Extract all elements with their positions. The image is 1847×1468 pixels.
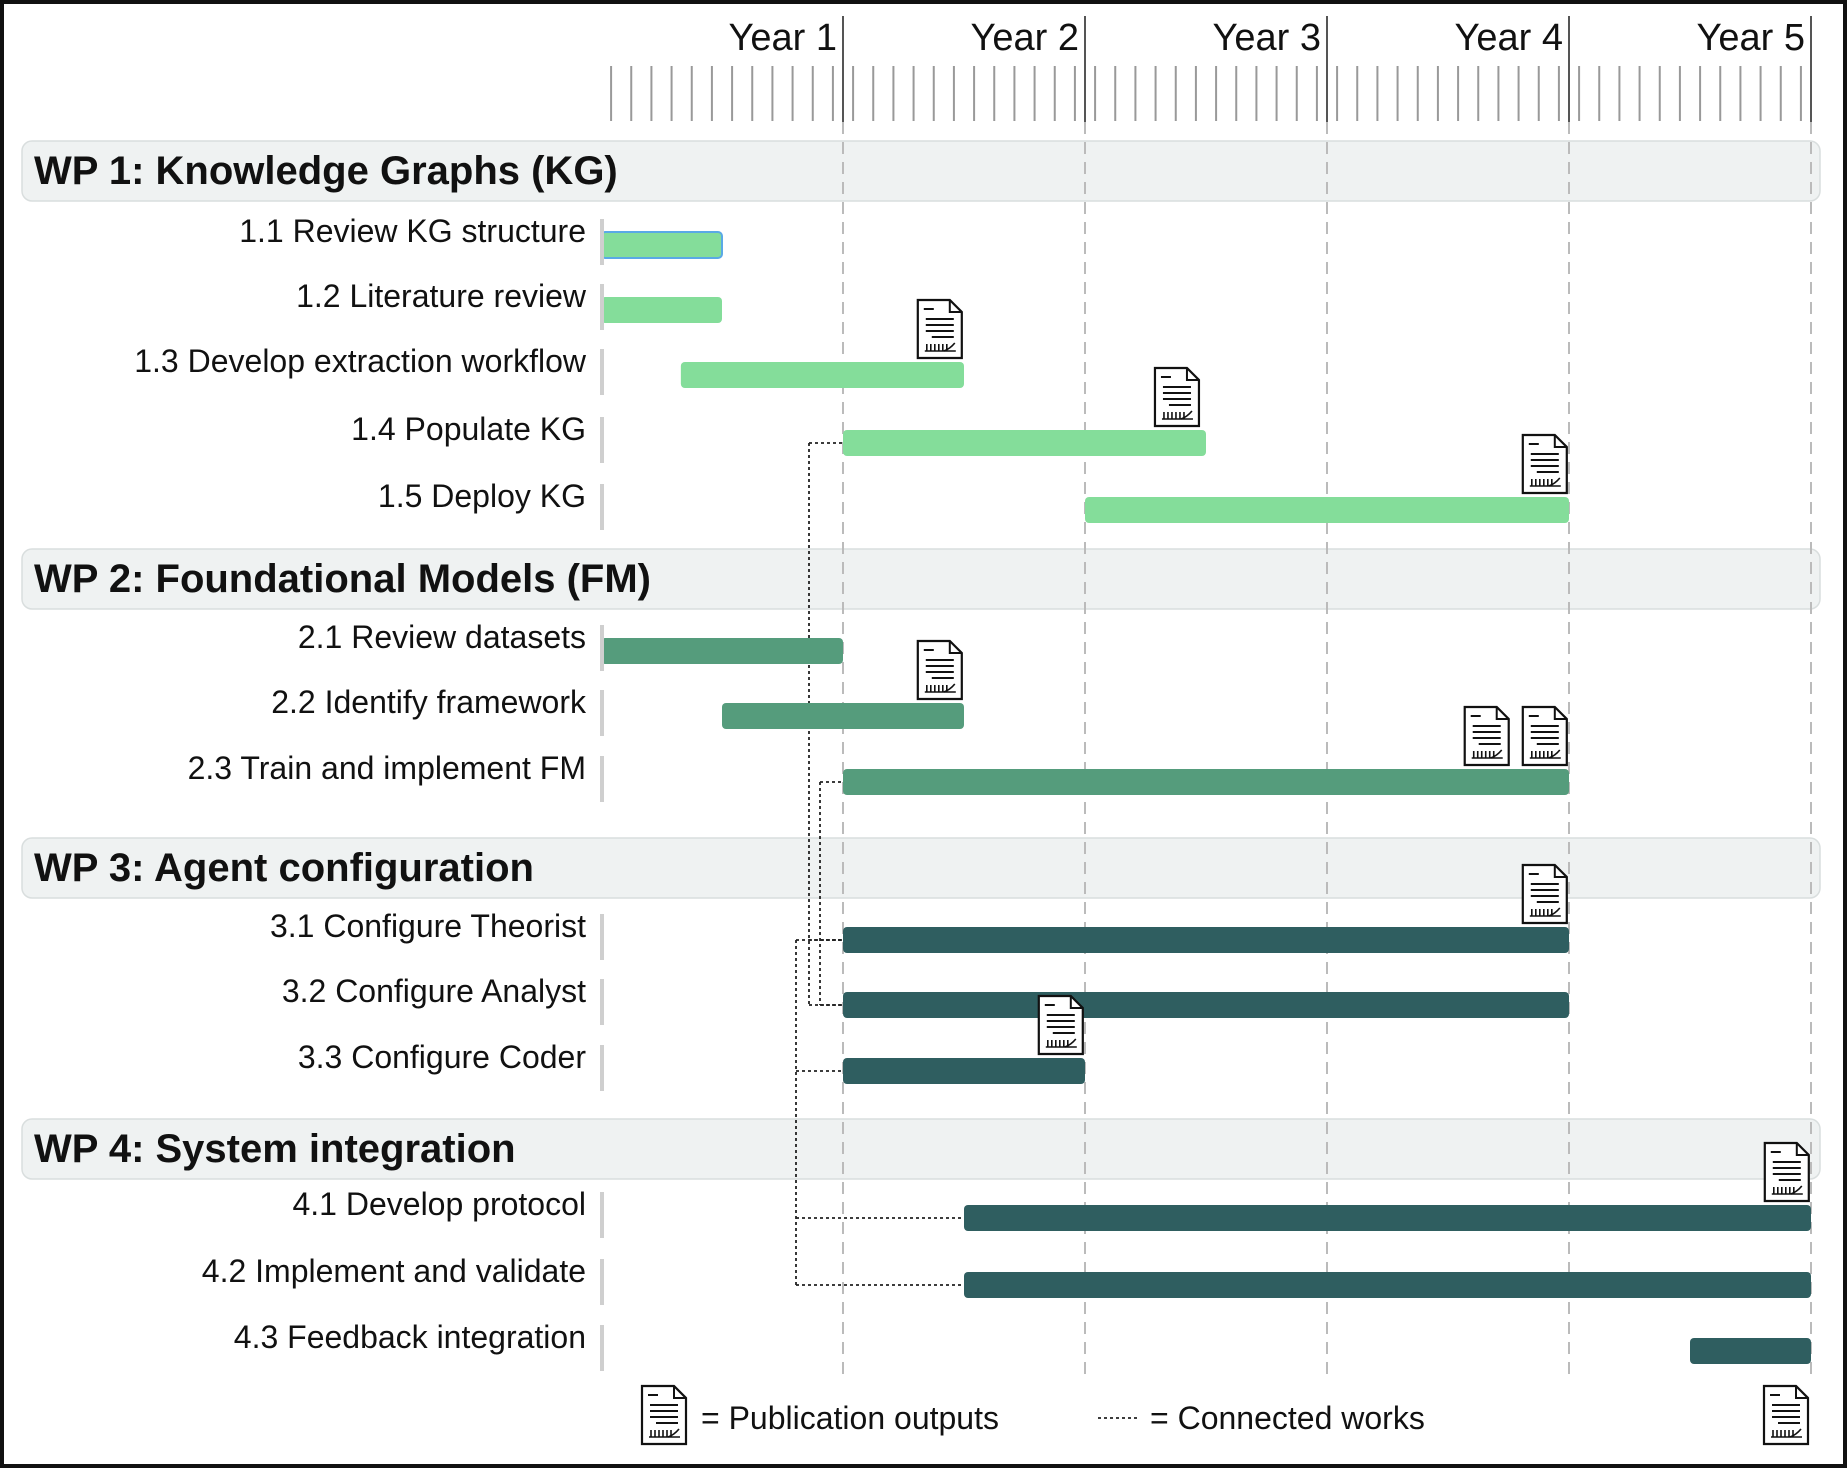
task-bars [600,231,1811,1364]
task-bar [1690,1338,1811,1364]
task-label-divider [600,349,604,395]
task-bar [843,992,1569,1018]
year-label: Year 2 [971,17,1079,59]
task-label-divider [600,1325,604,1371]
task-bar [964,1205,1811,1231]
wp-band [21,837,1821,899]
wp-band [21,140,1821,202]
task-label: 4.2 Implement and validate [202,1253,586,1289]
publication-icon [1521,705,1568,767]
task-label: 1.1 Review KG structure [239,213,586,249]
legend-connected-label: = Connected works [1150,1400,1425,1436]
task-bar [964,1272,1811,1298]
task-bar [722,703,964,729]
task-label: 2.3 Train and implement FM [188,750,586,786]
task-bar [680,362,964,388]
task-label: 1.2 Literature review [296,278,587,314]
publication-markers [916,298,1810,1203]
task-label-divider [600,1045,604,1091]
publication-icon [1037,994,1084,1056]
wp-band [21,548,1821,610]
task-bar [601,638,843,664]
legend-publication-icon [640,1384,688,1446]
task-label-divider [600,1259,604,1305]
task-label: 3.1 Configure Theorist [270,908,586,944]
task-label: 4.1 Develop protocol [292,1186,586,1222]
task-label-divider [600,284,604,330]
task-bar [843,927,1569,953]
task-label-divider [600,219,604,265]
task-bar [843,1058,1085,1084]
task-bar [843,769,1569,795]
year-label: Year 4 [1455,17,1563,59]
publication-icon [1763,1141,1810,1203]
wp-title: WP 1: Knowledge Graphs (KG) [34,149,618,193]
connected-works-lines [795,442,964,1286]
task-label: 3.3 Configure Coder [298,1039,587,1075]
task-label-divider [600,1192,604,1238]
task-label-divider [600,756,604,802]
task-label: 4.3 Feedback integration [234,1319,586,1355]
task-label-divider [600,417,604,463]
task-label: 1.3 Develop extraction workflow [134,343,587,379]
legend-publication-label: = Publication outputs [701,1400,999,1436]
legend-publication-icon-right [1762,1384,1810,1446]
task-bar [843,430,1206,456]
task-label-divider [600,914,604,960]
publication-icon [1153,366,1201,428]
task-label-divider [600,690,604,736]
wp-title: WP 4: System integration [34,1127,516,1171]
task-label-divider [600,979,604,1025]
task-label: 2.2 Identify framework [271,684,587,720]
publication-icon [916,298,963,360]
legend: = Publication outputs = Connected works [640,1384,1810,1446]
year-gridlines [842,122,1812,1379]
year-label: Year 5 [1697,17,1805,59]
wp-bands: WP 1: Knowledge Graphs (KG) WP 2: Foundat… [21,140,1821,1180]
wp-title: WP 3: Agent configuration [34,846,534,890]
publication-icon [1463,705,1510,767]
wp-title: WP 2: Foundational Models (FM) [34,557,651,601]
task-bar [1085,497,1569,523]
gantt-chart: WP 1: Knowledge Graphs (KG) WP 2: Foundat… [21,16,1821,1446]
publication-icon [1521,433,1568,495]
task-label-divider [600,484,604,530]
task-labels: 1.1 Review KG structure 1.2 Literature re… [134,213,604,1371]
year-label: Year 1 [729,17,837,59]
task-bar [600,231,723,259]
publication-icon [1521,863,1568,925]
task-label: 2.1 Review datasets [298,619,586,655]
task-bar [601,297,722,323]
task-label-divider [600,625,604,671]
task-label: 1.5 Deploy KG [378,478,586,514]
task-label: 3.2 Configure Analyst [282,973,586,1009]
wp-band [21,1118,1821,1180]
timeline-ticks [610,66,1802,121]
year-label: Year 3 [1213,17,1321,59]
timeline-header: Year 1 Year 2 Year 3 Year 4 Year 5 [729,16,1812,122]
task-label: 1.4 Populate KG [351,411,586,447]
publication-icon [916,639,963,701]
